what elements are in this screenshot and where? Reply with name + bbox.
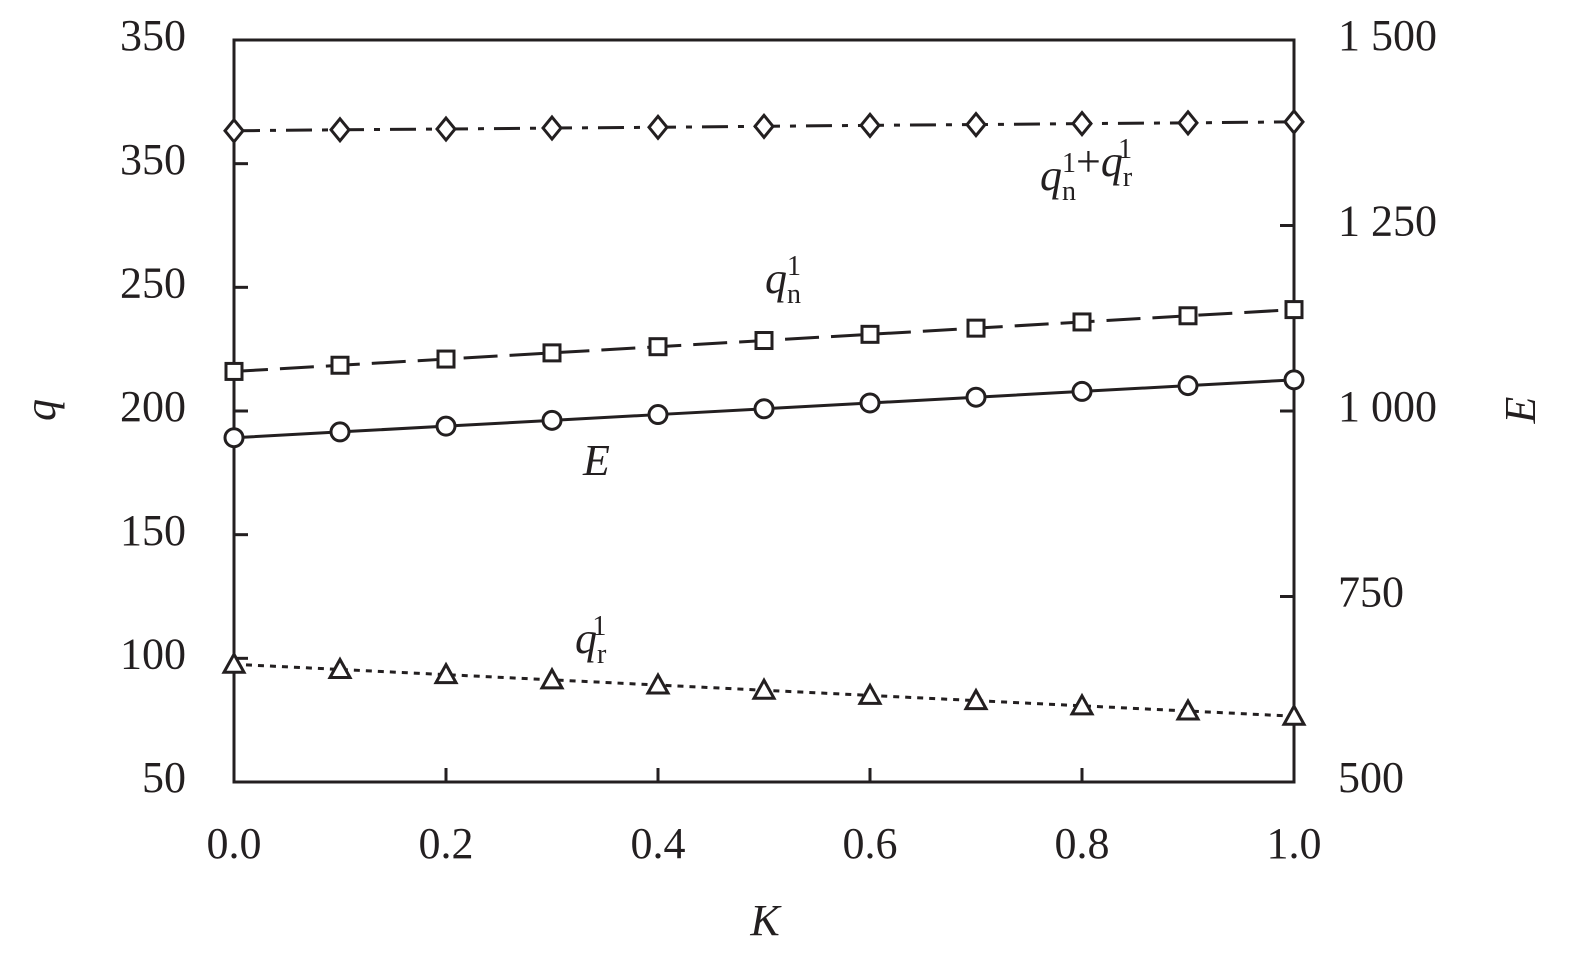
y2-tick-label: 500 [1338, 753, 1404, 802]
marker [647, 404, 669, 426]
marker [329, 116, 351, 144]
series-label: qr1 [575, 611, 607, 670]
label-base: + [1076, 137, 1101, 186]
label-base: q [1040, 151, 1062, 200]
marker [1284, 300, 1304, 320]
marker [1177, 375, 1199, 397]
marker [329, 421, 351, 443]
y-tick-label: 150 [120, 506, 186, 555]
label-sup: 1 [1062, 148, 1076, 179]
x-tick-label: 0.0 [207, 819, 262, 868]
label-sub: r [1123, 162, 1133, 193]
y-tick-label: 200 [120, 382, 186, 431]
marker [433, 661, 459, 685]
y-tick-label: 100 [120, 629, 186, 678]
marker [647, 113, 669, 141]
marker [753, 398, 775, 420]
marker [857, 682, 883, 705]
marker [963, 687, 989, 711]
marker [1281, 703, 1307, 726]
y2-tick-label: 1 250 [1338, 197, 1437, 246]
marker [645, 671, 671, 695]
label-base: q [765, 254, 787, 303]
marker [1178, 306, 1198, 326]
label-sup: 1 [787, 251, 801, 282]
x-tick-label: 0.2 [419, 819, 474, 868]
y2-tick-label: 750 [1338, 568, 1404, 617]
marker [435, 115, 457, 143]
marker [327, 656, 353, 679]
marker [753, 112, 775, 140]
x-tick-label: 0.8 [1055, 819, 1110, 868]
label-sub: r [597, 639, 607, 670]
label-sub: n [787, 279, 801, 310]
x-axis-title: K [749, 896, 782, 945]
label-sup: 1 [1118, 134, 1132, 165]
y-tick-label: 50 [142, 753, 186, 802]
label-sup: 1 [592, 611, 606, 642]
label-base: E [582, 436, 610, 485]
label-base: q [575, 614, 597, 663]
marker [965, 111, 987, 138]
marker [1283, 369, 1305, 391]
marker [435, 415, 457, 437]
series-label: E [582, 436, 610, 485]
marker [541, 114, 563, 142]
marker [539, 666, 565, 690]
marker [221, 651, 247, 674]
y2-axis-title: E [1496, 396, 1545, 424]
y-tick-label: 350 [120, 11, 186, 60]
marker [1071, 110, 1093, 137]
marker [436, 349, 456, 369]
marker [859, 392, 881, 414]
label-base: q [1101, 137, 1123, 186]
marker [1072, 312, 1092, 332]
x-tick-label: 0.6 [843, 819, 898, 868]
marker [1071, 380, 1093, 402]
marker [542, 343, 562, 363]
marker [224, 361, 244, 381]
marker [966, 318, 986, 338]
label-sub: n [1062, 176, 1076, 207]
marker [1069, 692, 1095, 716]
marker [648, 337, 668, 357]
marker [754, 331, 774, 351]
marker [1177, 109, 1199, 137]
y-tick-label: 350 [120, 135, 186, 184]
x-tick-label: 0.4 [631, 819, 686, 868]
marker [330, 355, 350, 375]
y-axis-title: q [16, 399, 65, 421]
marker [751, 677, 777, 700]
marker [541, 409, 563, 431]
marker [965, 386, 987, 408]
marker [860, 324, 880, 344]
series-label: qn1+qr1 [1040, 134, 1133, 207]
y-tick-label: 250 [120, 258, 186, 307]
marker [1283, 108, 1305, 136]
marker [223, 427, 245, 449]
y2-tick-label: 1 000 [1338, 382, 1437, 431]
x-tick-label: 1.0 [1267, 819, 1322, 868]
series-label: qn1 [765, 251, 801, 310]
marker [223, 117, 245, 145]
y2-tick-label: 1 500 [1338, 11, 1437, 60]
marker [859, 111, 881, 139]
marker [1175, 697, 1201, 721]
